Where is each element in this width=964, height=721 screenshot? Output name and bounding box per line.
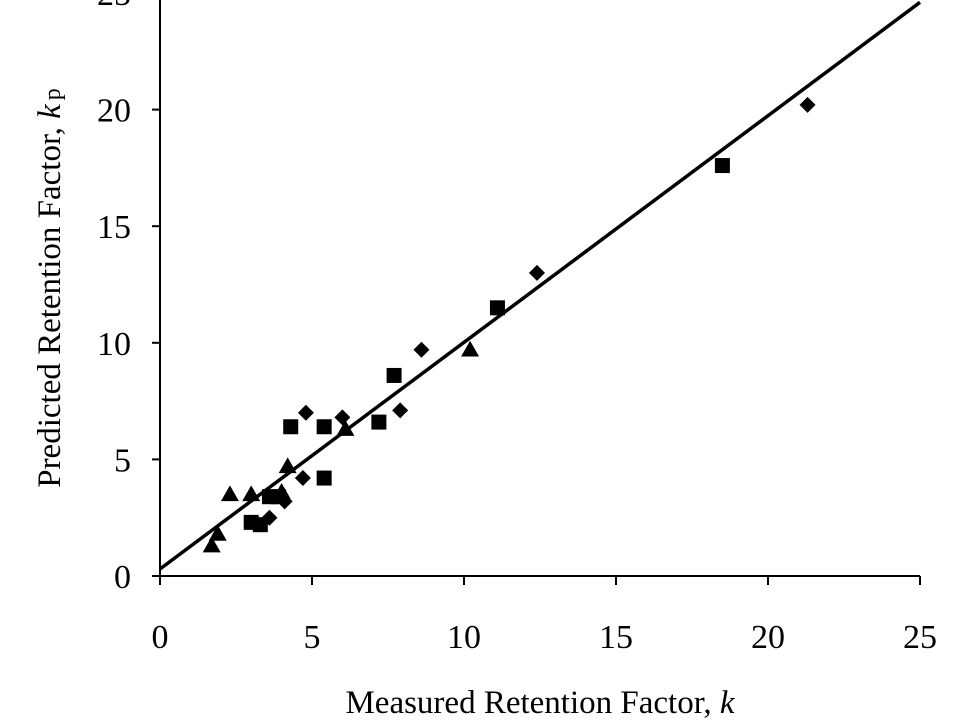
x-tick-label: 10 <box>447 619 481 656</box>
square-point <box>252 517 268 533</box>
x-tick-label: 15 <box>599 619 633 656</box>
square-point <box>386 367 402 383</box>
x-tick-label: 5 <box>304 619 321 656</box>
diamond-point <box>392 402 409 419</box>
x-tick-label: 20 <box>751 619 785 656</box>
y-tick-label: 15 <box>97 209 131 246</box>
y-tick-label: 10 <box>97 326 131 363</box>
axis-ticks: 0 5 10 15 20 25 0 5 10 15 20 25 <box>97 0 937 656</box>
x-tick-label: 25 <box>903 619 937 656</box>
diamond-point <box>528 264 545 281</box>
square-point <box>316 419 332 435</box>
triangle-point <box>272 483 291 499</box>
x-axis-title: Measured Retention Factor, k <box>345 685 735 721</box>
triangle-point <box>336 420 355 436</box>
square-point <box>316 470 332 486</box>
y-tick-label: 20 <box>97 93 131 130</box>
fit-line-group <box>158 0 922 571</box>
square-point <box>371 414 387 430</box>
x-axis-title-variable: k <box>720 685 736 721</box>
triangle-point <box>202 536 221 553</box>
y-tick-label: 5 <box>114 442 131 479</box>
diamond-point <box>413 341 430 358</box>
triangle-point <box>278 457 297 474</box>
diamond-point <box>294 470 311 487</box>
square-point <box>714 158 730 174</box>
x-tick-label: 0 <box>152 619 169 656</box>
y-axis-title-subscript: p <box>40 88 66 100</box>
y-tick-label: 25 <box>97 0 131 13</box>
square-point <box>283 419 299 435</box>
plot-area: 0 5 10 15 20 25 0 5 10 15 20 25 <box>97 0 937 656</box>
diamond-point <box>799 96 816 113</box>
y-axis-title-text: Predicted Retention Factor, <box>32 119 68 488</box>
square-point <box>489 300 505 316</box>
data-points <box>202 96 816 553</box>
y-axis-title-variable: k <box>32 103 68 119</box>
diamond-point <box>334 409 351 426</box>
triangle-point <box>242 485 261 502</box>
x-axis-title-text: Measured Retention Factor, <box>345 685 719 721</box>
fit-line <box>158 0 922 571</box>
diamond-point <box>297 404 314 421</box>
triangle-point <box>208 525 227 541</box>
triangle-point <box>220 485 239 502</box>
triangle-point <box>461 340 480 357</box>
y-axis-title: Predicted Retention Factor, kp <box>32 88 68 488</box>
y-tick-label: 0 <box>114 559 131 596</box>
